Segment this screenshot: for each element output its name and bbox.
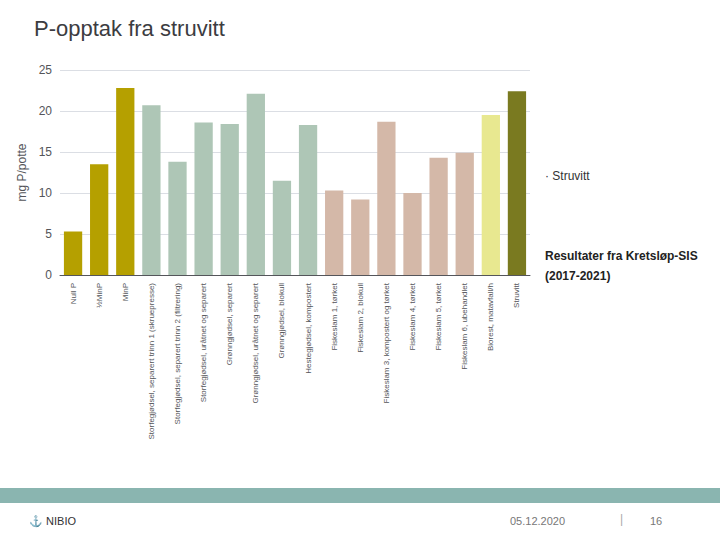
svg-text:⚓ NIBIO: ⚓ NIBIO [29,515,76,528]
svg-text:Grønngjødsel, separert: Grønngjødsel, separert [225,282,234,365]
svg-text:25: 25 [39,63,53,77]
svg-text:|: | [620,512,623,526]
svg-text:Hestegjødsel, kompostert: Hestegjødsel, kompostert [304,282,313,373]
svg-text:Struvitt: Struvitt [512,282,521,308]
svg-text:(2017-2021): (2017-2021) [545,269,610,283]
svg-text:Grønngjødsel, blokull: Grønngjødsel, blokull [277,283,286,359]
svg-text:Storfegjødsel, separert trinn: Storfegjødsel, separert trinn 1 (skruepr… [147,283,156,440]
svg-text:16: 16 [650,515,662,527]
svg-text:Fiskeslam 3, kompostert og tør: Fiskeslam 3, kompostert og tørket [382,282,391,403]
svg-text:P-opptak fra struvitt: P-opptak fra struvitt [34,16,225,41]
svg-text:20: 20 [39,104,53,118]
svg-text:0: 0 [45,268,52,282]
svg-text:10: 10 [39,186,53,200]
svg-text:Null P: Null P [69,283,78,304]
svg-text:Storfegjødsel, separert trinn: Storfegjødsel, separert trinn 2 (filtrer… [173,283,182,425]
svg-text:mg P/potte: mg P/potte [15,143,29,201]
svg-text:05.12.2020: 05.12.2020 [510,515,565,527]
svg-text:Fiskeslam 2, blokull: Fiskeslam 2, blokull [356,283,365,353]
svg-text:· Struvitt: · Struvitt [545,169,590,183]
svg-text:Fiskeslam 5, tørket: Fiskeslam 5, tørket [434,282,443,350]
svg-text:15: 15 [39,145,53,159]
svg-text:Fiskeslam 6, ubehandlet: Fiskeslam 6, ubehandlet [460,282,469,369]
svg-text:½MinP: ½MinP [95,283,104,308]
svg-text:5: 5 [45,227,52,241]
svg-text:Fiskeslam 1, tørket: Fiskeslam 1, tørket [330,282,339,350]
svg-text:Storfegjødsel, uråtnet og sepa: Storfegjødsel, uråtnet og separert [199,282,208,402]
svg-text:Biorest, matavfall/h: Biorest, matavfall/h [486,283,495,351]
svg-text:MinP: MinP [121,283,130,301]
svg-text:Grønngjødsel, uråtnet og separ: Grønngjødsel, uråtnet og separert [251,282,260,403]
svg-text:Fiskeslam 4, tørket: Fiskeslam 4, tørket [408,282,417,350]
svg-text:Resultater fra Kretsløp-SIS: Resultater fra Kretsløp-SIS [545,249,698,263]
